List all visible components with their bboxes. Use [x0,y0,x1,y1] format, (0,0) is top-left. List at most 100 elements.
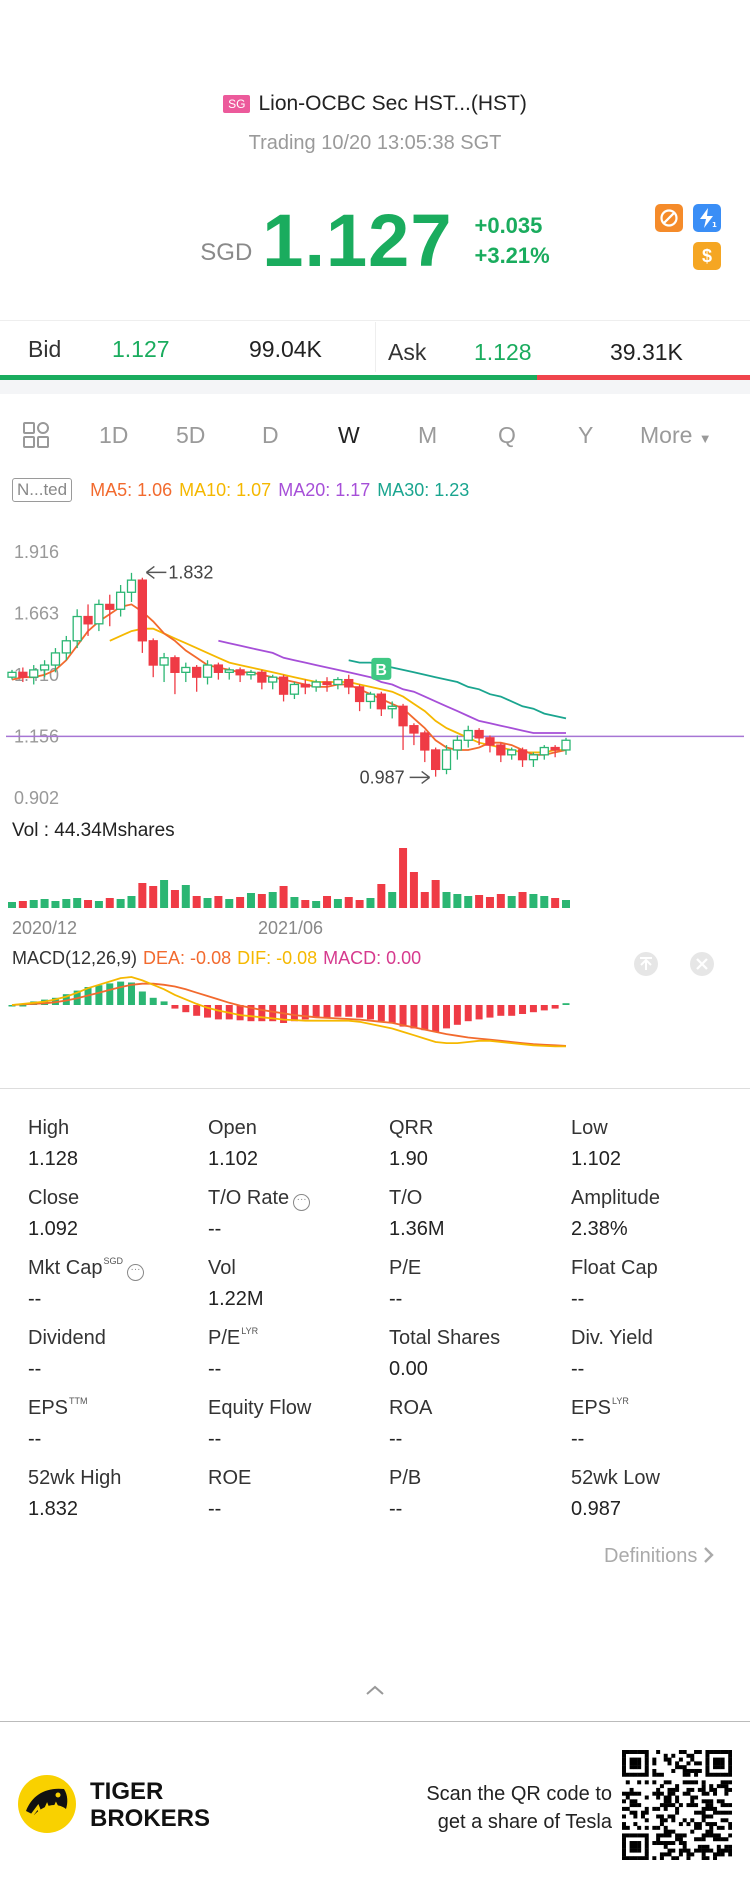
qr-module [678,1803,683,1808]
qr-module [667,1833,672,1838]
qr-module [644,1768,649,1773]
qr-module [633,1757,638,1762]
qr-module [656,1841,661,1846]
volume-bar [279,886,288,908]
qr-module [640,1833,645,1838]
stat-value-dividend: -- [28,1358,42,1380]
stat-label-total-shares: Total Shares [389,1327,500,1350]
dollar-icon[interactable]: $ [693,242,721,270]
macd-bar [247,1005,255,1022]
bid-strength-bar [0,375,537,380]
qr-module [709,1814,714,1819]
chevron-up-icon[interactable] [362,1682,388,1703]
macd-bar [464,1005,472,1022]
qr-module [671,1803,676,1808]
qr-module [629,1761,634,1766]
qr-module [644,1750,649,1754]
qr-module [622,1753,626,1758]
tab-m[interactable]: M [418,421,438,448]
qr-module [716,1833,721,1838]
qr-module [716,1844,721,1849]
volume-bar [431,880,440,908]
qr-module [667,1829,672,1834]
footer-divider [0,1721,750,1722]
pin-top-icon[interactable] [634,952,658,976]
macd-bar [334,1005,342,1017]
stat-label-text: Low [571,1117,608,1139]
candle-body [126,579,137,593]
qr-module [716,1837,721,1842]
qr-module [728,1750,732,1754]
stat-label-text: Close [28,1187,80,1209]
tab-q[interactable]: Q [498,421,516,448]
qr-module [675,1761,680,1766]
qr-module [622,1837,626,1842]
qr-module [644,1780,649,1785]
candle-body [496,744,506,756]
qr-module [644,1848,649,1853]
qr-module [625,1795,630,1800]
tab-w[interactable]: W [338,421,360,448]
macd-bar [95,985,103,1005]
qr-module [663,1795,668,1800]
volume-bar [399,848,408,908]
qr-module [622,1825,626,1830]
macd-bar [475,1005,483,1020]
qr-module [682,1844,687,1849]
tab-y[interactable]: Y [578,421,594,448]
qr-code[interactable] [622,1750,732,1860]
close-icon[interactable] [690,952,714,976]
flash-icon[interactable]: 1 [693,204,721,232]
qr-module [622,1814,626,1819]
candle-body [137,579,148,642]
qr-module [694,1795,699,1800]
stat-value-roe: -- [208,1498,222,1520]
tab-more-label: More [640,421,693,448]
qr-module [671,1841,676,1846]
qr-module [701,1787,706,1792]
price-chart[interactable]: 1.9161.6631.4101.1560.9021.8320.987BVol … [0,530,750,1060]
indicator-toggle[interactable]: N...ted [12,478,73,502]
qr-module [690,1768,695,1773]
stat-label-text: Open [208,1117,257,1139]
qr-module [652,1841,657,1846]
grid-icon[interactable] [22,421,50,454]
qr-module [675,1856,680,1860]
stock-title[interactable]: Lion-OCBC Sec HST...(HST) [258,92,527,115]
qr-module [682,1848,687,1853]
low-marker-label: 0.987 [360,767,405,787]
candle-body [409,725,419,734]
tab-more[interactable]: More ▼ [640,422,712,449]
macd-bar [443,1005,451,1029]
qr-module [663,1806,668,1811]
candle-body [181,666,191,673]
qr-module [682,1768,687,1773]
ban-icon[interactable] [655,204,683,232]
qr-module [701,1780,706,1785]
qr-module [694,1772,699,1777]
tab-1d[interactable]: 1D [99,421,129,448]
qr-module [694,1750,699,1754]
ma5-line [11,603,567,756]
info-dots-icon[interactable]: ··· [126,1264,144,1281]
macd-bar [171,1005,179,1009]
tab-5d[interactable]: 5D [176,421,206,448]
volume-bar [518,892,527,908]
definitions-link[interactable]: Definitions [604,1545,715,1568]
qr-module [728,1787,732,1792]
candle-body [83,615,93,625]
qr-module [682,1791,687,1796]
qr-module [667,1791,672,1796]
macd-bar [399,1005,407,1027]
volume-bar [333,899,342,908]
tab-d[interactable]: D [262,421,279,448]
candle-body [50,652,61,666]
qr-module [659,1772,664,1777]
qr-module [622,1852,626,1857]
macd-bar [236,1005,244,1021]
qr-module [728,1810,732,1815]
qr-module [728,1753,732,1758]
qr-module [622,1848,626,1853]
info-dots-icon[interactable]: ··· [293,1194,311,1211]
definitions-label: Definitions [604,1545,698,1567]
